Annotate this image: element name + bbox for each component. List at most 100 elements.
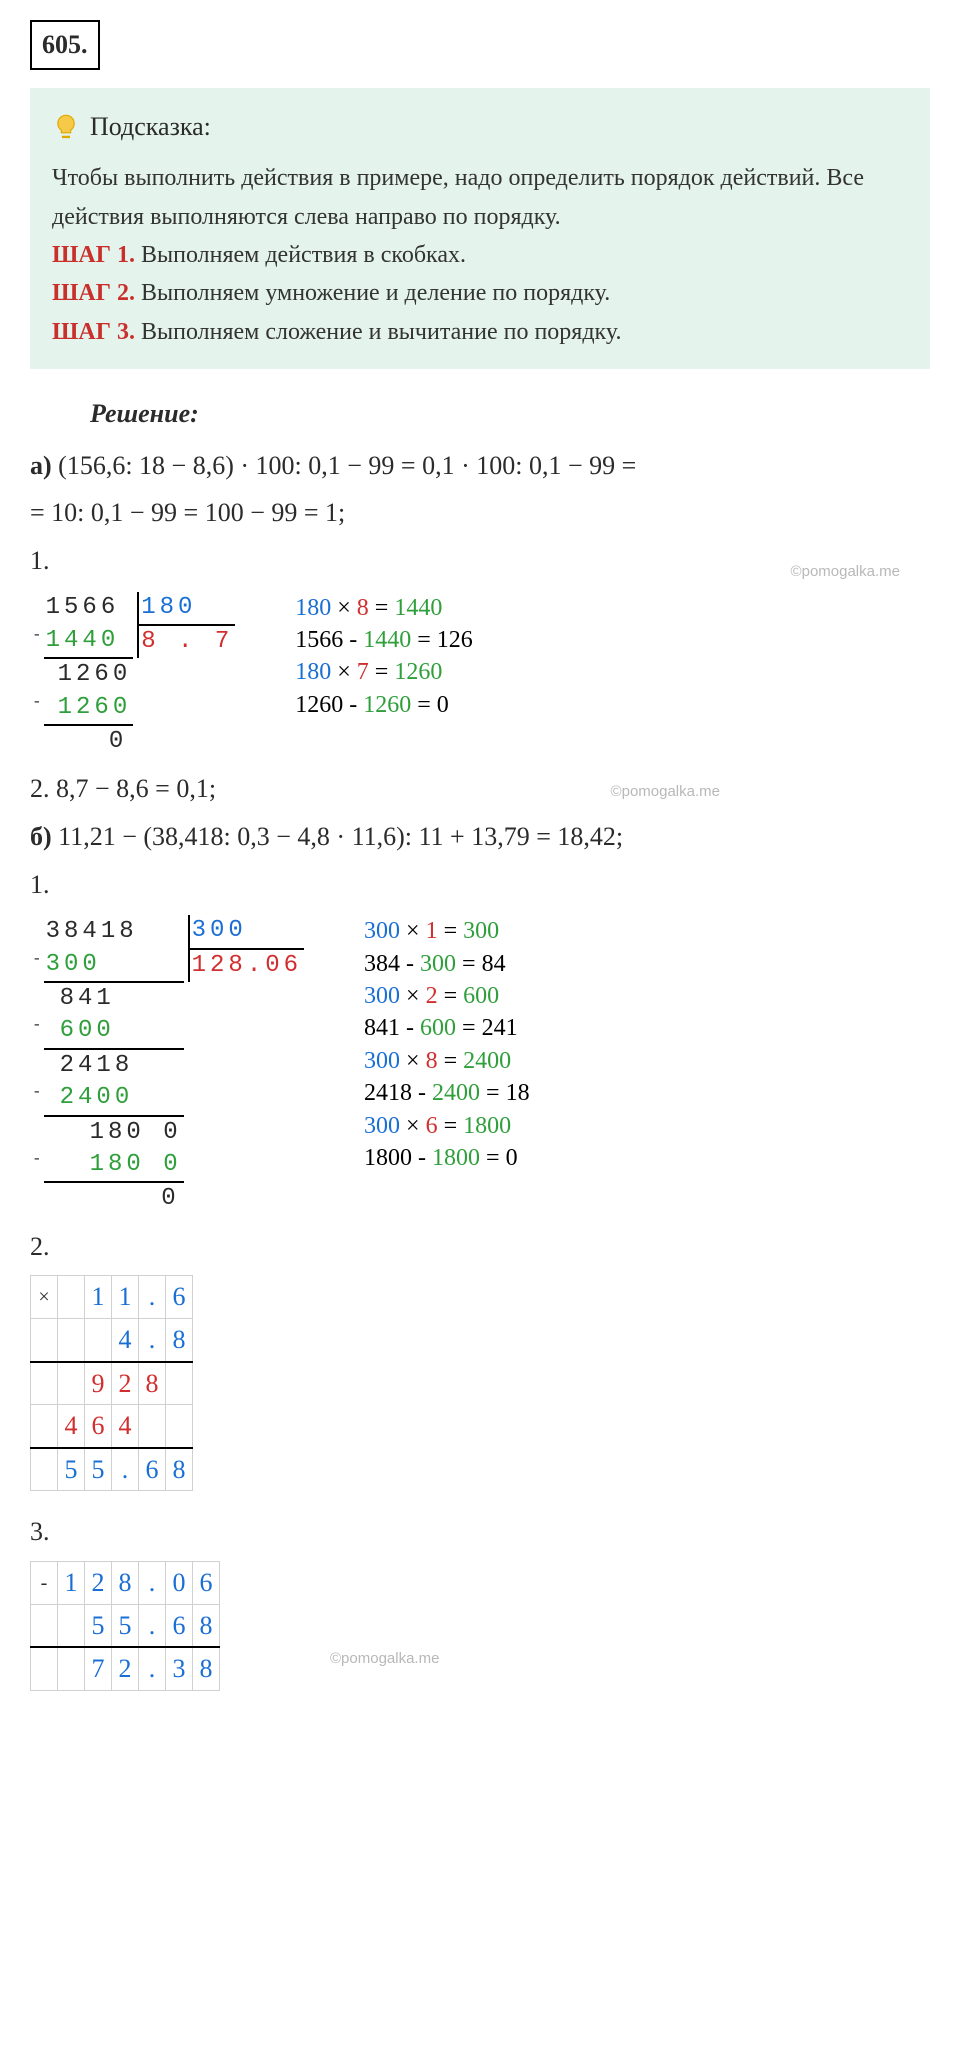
ld-note-seg: 1260 - (295, 692, 363, 718)
vcalc-op (31, 1362, 58, 1405)
vcalc-cell: 2 (112, 1362, 139, 1405)
ld-note-seg: = (369, 595, 395, 621)
hint-step-label: ШАГ 2. (52, 280, 135, 306)
vcalc-op (31, 1448, 58, 1491)
step-b1-label: 1. (30, 864, 930, 906)
vcalc-op: × (31, 1276, 58, 1319)
vcalc-cell: 1 (58, 1561, 85, 1604)
ld-note-seg: 841 - (364, 1015, 420, 1041)
ld-note-seg: 8 (357, 595, 369, 621)
vcalc-cell: . (139, 1318, 166, 1361)
hint-step-label: ШАГ 3. (52, 319, 135, 345)
ld-note-line: 300 × 6 = 1800 (364, 1110, 530, 1142)
vcalc-cell: 8 (139, 1362, 166, 1405)
bulb-icon (52, 112, 80, 140)
vcalc-cell: 8 (166, 1318, 193, 1361)
step-b3-label: 3. (30, 1511, 930, 1553)
hint-step-text: Выполняем умножение и деление по порядку… (141, 280, 610, 306)
ld-note-seg: 1260 (394, 659, 442, 685)
ld-row: 600 (44, 1015, 184, 1048)
ld-note-line: 841 - 600 = 241 (364, 1012, 530, 1044)
hint-step-label: ШАГ 1. (52, 242, 135, 268)
ld-note-seg: 384 - (364, 951, 420, 977)
part-a-expr1: (156,6: 18 − 8,6) · 100: 0,1 − 99 = 0,1 … (58, 451, 636, 480)
vcalc-cell: 5 (112, 1604, 139, 1647)
ld-note-seg: = 126 (411, 627, 473, 653)
vcalc-cell (58, 1362, 85, 1405)
longdiv-b: 38418 300 - 300 128.06 841 -600 2418 -24… (30, 915, 930, 1216)
longdiv-a-table: 1566 180 - 1440 8 . 7 1260 -1260 0 (30, 592, 235, 759)
vcalc-cell: 8 (166, 1448, 193, 1491)
ld-row: 841 (44, 982, 184, 1015)
ld-row: 0 (44, 1182, 184, 1215)
ld-note-seg: 300 (364, 983, 400, 1009)
vcalc-cell (58, 1276, 85, 1319)
ld-note-seg: 8 (426, 1048, 438, 1074)
hint-title: Подсказка: (90, 106, 211, 148)
ld-note-line: 1260 - 1260 = 0 (295, 689, 473, 721)
hint-step-text: Выполняем действия в скобках. (141, 242, 466, 268)
step-b2-label: 2. (30, 1226, 930, 1268)
hint-title-row: Подсказка: (52, 106, 908, 148)
ld-note-seg: 1566 - (295, 627, 363, 653)
vcalc-cell: 2 (85, 1561, 112, 1604)
vcalc-op (31, 1318, 58, 1361)
ld-row: 300 (44, 949, 184, 982)
sub-table: -128.0655.6872.38 (30, 1561, 220, 1691)
ld-row: 1260 (44, 658, 134, 691)
vcalc-op (31, 1647, 58, 1690)
step-a2: 2. 8,7 − 8,6 = 0,1; (30, 768, 930, 810)
vcalc-cell: 0 (166, 1561, 193, 1604)
ld-note-seg: = (438, 1113, 464, 1139)
vcalc-op (31, 1405, 58, 1448)
vcalc-cell: 5 (58, 1448, 85, 1491)
part-a-line1: а) (156,6: 18 − 8,6) · 100: 0,1 − 99 = 0… (30, 445, 930, 487)
ld-note-seg: 1800 (463, 1113, 511, 1139)
ld-note-line: 180 × 7 = 1260 (295, 656, 473, 688)
ld-note-seg: × (400, 1048, 426, 1074)
vcalc-cell: 6 (85, 1405, 112, 1448)
vcalc-op: - (31, 1561, 58, 1604)
ld-divisor: 180 (138, 592, 235, 625)
vcalc-cell: 2 (112, 1647, 139, 1690)
ld-row: 180 0 (44, 1116, 184, 1149)
vcalc-cell: 5 (85, 1604, 112, 1647)
vcalc-cell: . (139, 1561, 166, 1604)
ld-note-line: 1566 - 1440 = 126 (295, 624, 473, 656)
mult-table: ×11.64.892846455.68 (30, 1275, 193, 1491)
vcalc-cell: . (139, 1604, 166, 1647)
ld-row: 1260 (44, 692, 134, 725)
ld-dividend: 38418 (44, 915, 184, 948)
ld-note-seg: × (331, 659, 357, 685)
vcalc-cell: 5 (85, 1448, 112, 1491)
vcalc-cell: 8 (193, 1604, 220, 1647)
ld-row: 180 0 (44, 1149, 184, 1182)
ld-note-seg: = 84 (456, 951, 506, 977)
ld-note-line: 300 × 1 = 300 (364, 915, 530, 947)
vcalc-cell: . (139, 1276, 166, 1319)
vcalc-cell (58, 1647, 85, 1690)
ld-note-seg: = 0 (480, 1145, 518, 1171)
solution-title: Решение: (90, 393, 930, 435)
ld-note-seg: = 241 (456, 1015, 518, 1041)
ld-note-seg: × (400, 983, 426, 1009)
longdiv-a-left: 1566 180 - 1440 8 . 7 1260 -1260 0 (30, 592, 235, 759)
ld-note-seg: 300 (364, 918, 400, 944)
ld-note-seg: = (438, 1048, 464, 1074)
vcalc-cell: 7 (85, 1647, 112, 1690)
ld-quotient: 128.06 (189, 949, 304, 982)
vcalc-cell: 9 (85, 1362, 112, 1405)
hint-step-text: Выполняем сложение и вычитание по порядк… (141, 319, 622, 345)
ld-note-seg: = (438, 983, 464, 1009)
vcalc-cell: 1 (85, 1276, 112, 1319)
ld-note-seg: 1 (426, 918, 438, 944)
watermark: ©pomogalka.me (330, 1647, 439, 1671)
ld-divisor: 300 (189, 915, 304, 948)
vcalc-cell: 6 (139, 1448, 166, 1491)
ld-note-seg: 2418 - (364, 1080, 432, 1106)
ld-note-line: 1800 - 1800 = 0 (364, 1142, 530, 1174)
ld-note-line: 300 × 8 = 2400 (364, 1045, 530, 1077)
hint-intro: Чтобы выполнить действия в примере, надо… (52, 159, 908, 236)
ld-note-line: 384 - 300 = 84 (364, 948, 530, 980)
hint-body: Чтобы выполнить действия в примере, надо… (52, 159, 908, 351)
